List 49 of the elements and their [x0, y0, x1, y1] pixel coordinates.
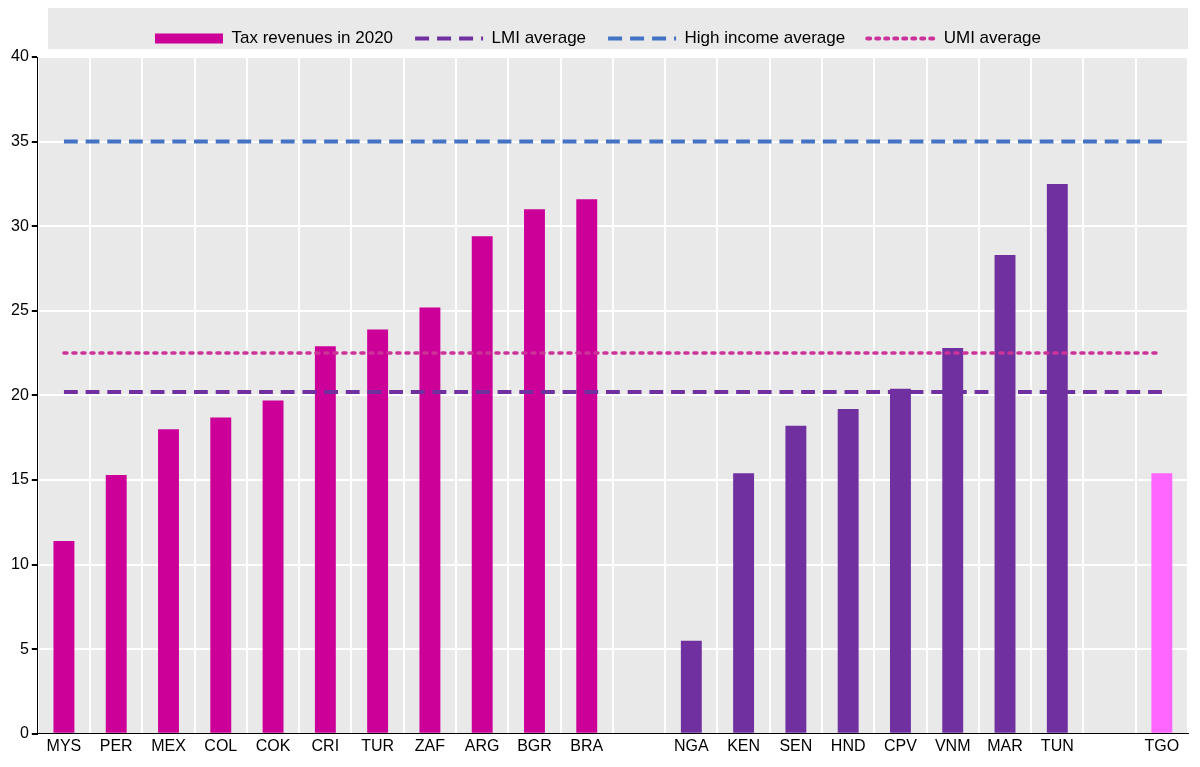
bar	[733, 473, 755, 733]
x-tick-label: SEN	[779, 736, 813, 754]
bar	[837, 408, 859, 733]
bar	[158, 429, 179, 733]
bar	[367, 329, 389, 733]
bar	[1151, 473, 1173, 733]
bar	[524, 209, 545, 733]
bar	[105, 474, 127, 733]
y-tick-label: 15	[11, 470, 29, 488]
legend-label: High income average	[684, 28, 846, 48]
bar	[785, 425, 807, 733]
bar	[314, 346, 336, 733]
x-tick-label: TUR	[361, 736, 395, 754]
x-tick-label: TUN	[1040, 736, 1074, 754]
x-tick-label: ZAF	[414, 736, 446, 754]
x-tick-label: BGR	[517, 736, 552, 754]
x-tick-label: COL	[204, 736, 238, 754]
x-tick-label: CRI	[311, 736, 340, 754]
bar	[471, 236, 493, 733]
x-tick-label: KEN	[727, 736, 761, 754]
x-tick-label: MEX	[151, 736, 187, 754]
legend-label: LMI average	[491, 28, 587, 48]
x-tick-label: CPV	[884, 736, 918, 754]
legend-label: Tax revenues in 2020	[231, 28, 394, 48]
bar	[419, 307, 441, 733]
bar	[680, 640, 702, 733]
x-tick-label: VNM	[934, 736, 971, 754]
x-tick-label: ARG	[464, 736, 500, 754]
x-tick-label: PER	[99, 736, 133, 754]
x-tick-label: MAR	[987, 736, 1023, 754]
y-tick-label: 25	[11, 301, 29, 319]
y-tick-label: 35	[11, 132, 29, 150]
x-tick-label: MYS	[46, 736, 82, 754]
y-tick-label: 5	[19, 639, 29, 657]
x-tick-label: NGA	[673, 736, 709, 754]
y-tick-label: 0	[19, 724, 29, 742]
x-tick-label: BRA	[570, 736, 604, 754]
bar	[53, 540, 75, 733]
y-tick-label: 40	[11, 47, 29, 65]
bar	[576, 199, 598, 733]
legend-label: UMI average	[943, 28, 1042, 48]
x-tick-label: HND	[830, 736, 866, 754]
bar	[262, 400, 284, 733]
x-tick-label: TGO	[1144, 736, 1180, 754]
y-tick-label: 30	[11, 216, 29, 234]
x-tick-label: COK	[255, 736, 291, 754]
y-tick-label: 10	[11, 555, 29, 573]
bar	[210, 417, 232, 733]
y-tick-label: 20	[11, 385, 29, 403]
